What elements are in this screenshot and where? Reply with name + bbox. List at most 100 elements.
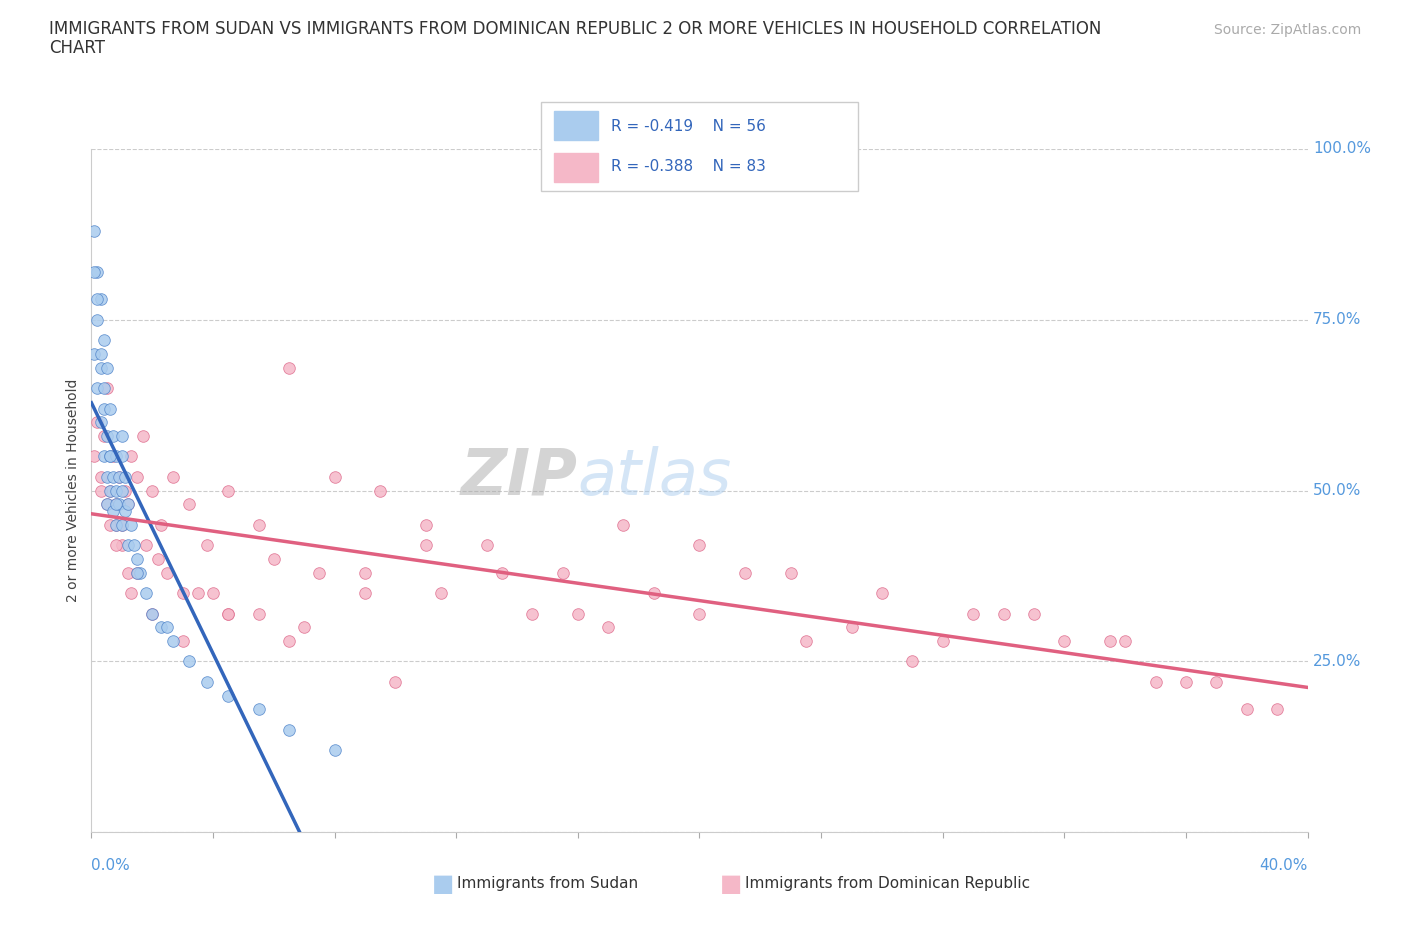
Point [354, 586, 377, 601]
Point [96, 429, 118, 444]
Point [172, 586, 194, 601]
Point [107, 470, 129, 485]
Text: CHART: CHART [49, 39, 105, 57]
Point [114, 504, 136, 519]
Point [125, 565, 148, 580]
Text: ■: ■ [720, 871, 742, 896]
Point [93, 401, 115, 416]
Point [120, 586, 142, 601]
Text: Immigrants from Dominican Republic: Immigrants from Dominican Republic [745, 876, 1031, 891]
Point [323, 743, 346, 758]
Point [156, 620, 179, 635]
Point [101, 504, 124, 519]
Point [598, 620, 620, 635]
Point [111, 517, 134, 532]
Point [86, 380, 108, 395]
Text: 100.0%: 100.0% [1313, 141, 1371, 156]
Point [86, 415, 108, 430]
Point [1205, 674, 1227, 689]
Text: ZIP: ZIP [461, 445, 578, 508]
Point [104, 449, 127, 464]
Point [125, 551, 148, 566]
Point [1174, 674, 1197, 689]
Point [247, 517, 270, 532]
Point [129, 565, 152, 580]
Point [83, 347, 105, 362]
Point [104, 497, 127, 512]
Point [162, 633, 184, 648]
Point [567, 606, 589, 621]
Point [612, 517, 634, 532]
Point [901, 654, 924, 669]
Point [415, 517, 437, 532]
Point [135, 586, 157, 601]
Point [117, 538, 139, 552]
Point [111, 449, 134, 464]
Point [117, 565, 139, 580]
Point [89, 470, 111, 485]
Point [962, 606, 984, 621]
Point [931, 633, 953, 648]
Point [125, 470, 148, 485]
Point [111, 484, 134, 498]
Point [86, 264, 108, 279]
Point [551, 565, 574, 580]
Y-axis label: 2 or more Vehicles in Household: 2 or more Vehicles in Household [66, 379, 80, 603]
Point [98, 449, 121, 464]
Point [187, 586, 209, 601]
Point [794, 633, 817, 648]
Point [120, 449, 142, 464]
Point [132, 429, 155, 444]
Point [1022, 606, 1045, 621]
Point [1265, 702, 1288, 717]
Point [89, 415, 111, 430]
Point [98, 484, 121, 498]
Point [993, 606, 1015, 621]
Point [278, 633, 301, 648]
Point [172, 633, 194, 648]
Point [217, 484, 239, 498]
Point [522, 606, 544, 621]
Point [104, 517, 127, 532]
Point [202, 586, 225, 601]
Point [86, 292, 108, 307]
Point [217, 688, 239, 703]
Point [177, 497, 200, 512]
Point [98, 449, 121, 464]
Point [384, 674, 406, 689]
Point [101, 470, 124, 485]
Point [104, 497, 127, 512]
Point [141, 484, 163, 498]
Point [688, 606, 710, 621]
Point [101, 449, 124, 464]
Point [368, 484, 391, 498]
Point [195, 538, 218, 552]
Point [96, 380, 118, 395]
Point [98, 401, 121, 416]
Point [308, 565, 330, 580]
Point [96, 497, 118, 512]
Point [117, 497, 139, 512]
Point [292, 620, 315, 635]
Text: 50.0%: 50.0% [1313, 483, 1361, 498]
Point [96, 360, 118, 375]
Text: R = -0.419    N = 56: R = -0.419 N = 56 [612, 119, 766, 134]
Point [125, 565, 148, 580]
Point [475, 538, 498, 552]
Point [93, 333, 115, 348]
Point [89, 292, 111, 307]
Point [779, 565, 801, 580]
Point [688, 538, 710, 552]
Point [86, 312, 108, 327]
Point [1114, 633, 1136, 648]
Text: ■: ■ [432, 871, 454, 896]
Point [643, 586, 665, 601]
Point [278, 360, 301, 375]
Point [430, 586, 453, 601]
Point [150, 620, 173, 635]
Point [96, 470, 118, 485]
Point [135, 538, 157, 552]
Point [841, 620, 863, 635]
Point [104, 538, 127, 552]
Point [1144, 674, 1167, 689]
